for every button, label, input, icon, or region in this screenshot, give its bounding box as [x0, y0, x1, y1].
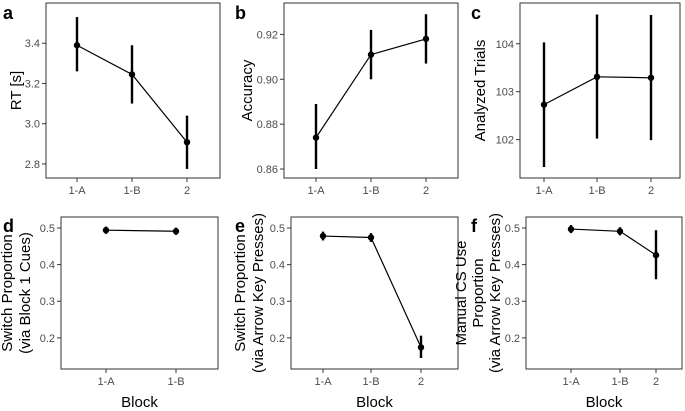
y-axis-title: Switch Proportion(via Block 1 Cues) [0, 232, 34, 354]
y-tick-label: 0.3 [40, 296, 55, 308]
panel-f: f 0.2 0.3 0.4 0.5 1-A 1-B 2 Block Manual CS UsePr… [453, 213, 683, 411]
y-axis-title-line: RT [s] [8, 71, 25, 110]
y-tick-label: 3.0 [25, 119, 40, 131]
data-point [567, 225, 575, 233]
x-tick-label: 1-A [97, 376, 115, 388]
y-tick-label: 0.5 [270, 223, 285, 235]
y-axis-title: Manual CS UseProportion(via Arrow Key Pr… [453, 213, 504, 373]
data-point [183, 138, 191, 146]
y-tick-label: 3.2 [25, 78, 40, 90]
x-tick-label: 1-A [562, 376, 580, 388]
x-axis-title: Block [586, 394, 623, 411]
data-point [367, 234, 375, 241]
data-point [73, 42, 81, 49]
y-axis-title-line: Switch Proportion [0, 234, 16, 352]
data-point [540, 101, 548, 108]
data-point [616, 228, 624, 235]
y-tick-label: 0.86 [257, 164, 278, 176]
y-tick-label: 0.4 [505, 260, 520, 272]
x-tick-label: 2 [184, 185, 190, 197]
data-point [172, 228, 180, 235]
data-point [417, 344, 425, 351]
x-tick-label: 2 [423, 185, 429, 197]
x-axis-title: Block [121, 394, 158, 411]
x-tick-label: 2 [648, 185, 654, 197]
y-axis-title: Analyzed Trials [472, 40, 489, 142]
x-tick-label: 1-B [611, 376, 628, 388]
data-point [652, 251, 660, 259]
panel-letter: b [235, 3, 246, 23]
y-axis-title-line: Accuracy [239, 59, 256, 121]
panel-b: b 0.86 0.88 0.90 0.92 1-A 1-B 2 Accuracy [235, 2, 459, 197]
x-tick-label: 1-B [167, 376, 184, 388]
y-tick-label: 103 [496, 87, 514, 99]
plot-frame [290, 216, 459, 370]
x-axis-title: Block [356, 394, 393, 411]
y-tick-label: 0.5 [40, 223, 55, 235]
data-point [319, 232, 327, 240]
panel-d: d 0.2 0.3 0.4 0.5 1-A 1-B Block Switch Proportio… [0, 216, 219, 411]
x-tick-label: 1-A [68, 185, 86, 197]
y-tick-label: 0.2 [505, 333, 520, 345]
y-tick-label: 0.90 [257, 74, 278, 86]
y-axis-title-line: Switch Proportion [232, 234, 249, 352]
panel-letter: e [235, 216, 245, 236]
y-tick-label: 2.8 [25, 159, 40, 171]
data-point [367, 51, 375, 58]
y-axis-title: Switch Proportion(via Arrow Key Presses) [232, 213, 267, 373]
y-tick-label: 0.5 [505, 223, 520, 235]
y-tick-label: 0.4 [40, 260, 55, 272]
y-axis-title-line: (via Arrow Key Presses) [250, 213, 267, 373]
y-tick-label: 104 [496, 39, 514, 51]
y-tick-label: 0.92 [257, 29, 278, 41]
data-point [128, 71, 136, 78]
x-tick-label: 1-A [535, 185, 553, 197]
x-tick-label: 1-B [362, 376, 379, 388]
plot-frame [283, 2, 459, 179]
y-axis-title-line: (via Arrow Key Presses) [487, 213, 504, 373]
plot-frame [525, 216, 683, 370]
series-line [105, 229, 177, 232]
panel-letter: d [3, 216, 14, 236]
y-tick-label: 102 [496, 135, 514, 147]
plot-frame [519, 2, 681, 179]
y-axis-title: Accuracy [239, 59, 256, 121]
x-tick-label: 1-B [362, 185, 379, 197]
x-tick-label: 2 [653, 376, 659, 388]
y-axis-title-line: (via Block 1 Cues) [17, 232, 34, 354]
panel-letter: c [471, 3, 481, 23]
panel-e: e 0.2 0.3 0.4 0.5 1-A 1-B 2 Block Switch Proporti… [232, 213, 459, 411]
x-tick-label: 2 [418, 376, 424, 388]
x-tick-label: 1-B [123, 185, 140, 197]
panel-letter: f [471, 216, 478, 236]
series-line [322, 235, 422, 348]
panel-a: a 2.8 3.0 3.2 3.4 1-A 1-B 2 RT [s] [3, 2, 221, 197]
x-tick-label: 1-B [588, 185, 605, 197]
y-axis-title: RT [s] [8, 71, 25, 110]
data-point [422, 35, 430, 43]
y-axis-title-line: Proportion [470, 258, 487, 327]
data-point [647, 74, 655, 81]
series-line [570, 228, 657, 256]
x-tick-label: 1-A [307, 185, 325, 197]
data-point [312, 134, 320, 141]
y-tick-label: 3.4 [25, 38, 40, 50]
data-point [593, 73, 601, 81]
y-tick-label: 0.2 [40, 333, 55, 345]
x-tick-label: 1-A [314, 376, 332, 388]
y-tick-label: 0.2 [270, 333, 285, 345]
plot-frame [60, 216, 219, 370]
y-axis-title-line: Analyzed Trials [472, 40, 489, 142]
y-tick-label: 0.3 [270, 296, 285, 308]
y-tick-label: 0.4 [270, 260, 285, 272]
panel-letter: a [3, 3, 14, 23]
y-axis-title-line: Manual CS Use [453, 240, 470, 345]
panel-c: c 102 103 104 1-A 1-B 2 Analyzed Trials [471, 2, 681, 197]
y-tick-label: 0.88 [257, 119, 278, 131]
plot-frame [45, 2, 221, 179]
data-point [102, 226, 110, 234]
y-tick-label: 0.3 [505, 296, 520, 308]
